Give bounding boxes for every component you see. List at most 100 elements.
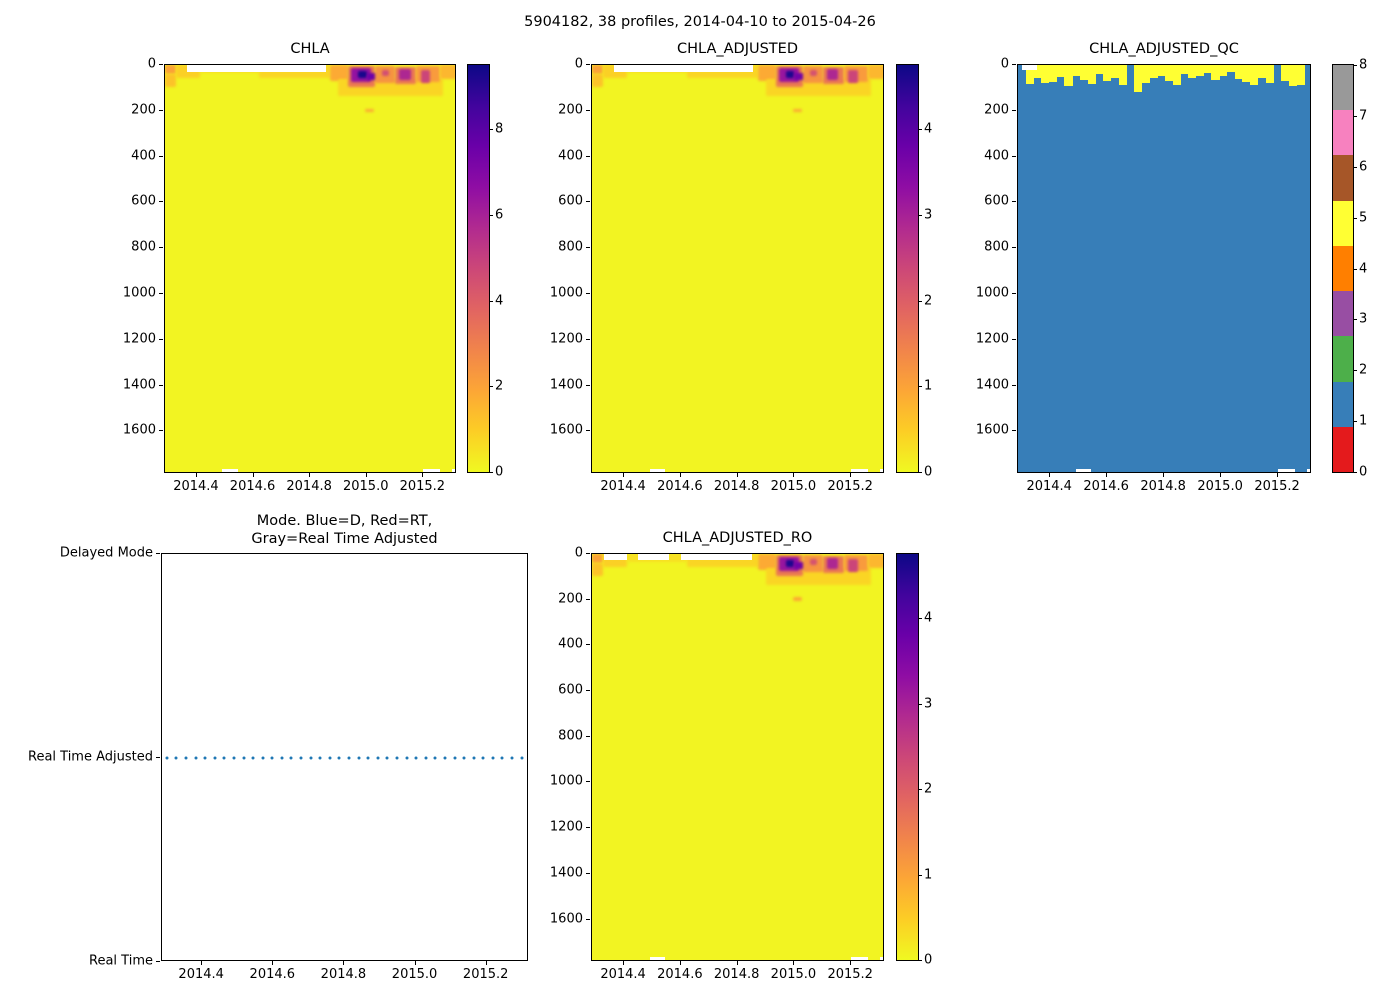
chla-heatmap-canvas bbox=[164, 64, 456, 473]
x-tick-mark bbox=[365, 473, 367, 477]
chla-title: CHLA bbox=[290, 41, 330, 57]
mode-data-point bbox=[328, 756, 332, 760]
colorbar-tick-mark bbox=[489, 386, 493, 388]
y-tick-mark bbox=[1012, 64, 1016, 65]
y-tick-label: 200 bbox=[558, 102, 583, 118]
colorbar-tick-mark bbox=[918, 618, 922, 620]
heatmap-feature bbox=[848, 69, 859, 83]
qc-surface-flag-bar bbox=[1288, 65, 1298, 87]
qc-surface-flag-bar bbox=[1203, 65, 1212, 73]
heatmap-feature bbox=[382, 69, 390, 77]
figure-title: 5904182, 38 profiles, 2014-04-10 to 2015… bbox=[524, 14, 876, 30]
qc-surface-flag-bar bbox=[1296, 65, 1305, 86]
qc-surface-flag-bar bbox=[1165, 65, 1174, 82]
colorbar-tick-mark bbox=[1353, 472, 1357, 473]
missing-data-gap bbox=[222, 468, 238, 472]
x-tick-mark bbox=[1106, 473, 1108, 477]
qc-surface-flag-bar bbox=[1219, 65, 1228, 77]
y-tick-label: 400 bbox=[558, 636, 583, 652]
y-tick-mark bbox=[156, 553, 160, 554]
colorbar-tick-mark bbox=[1353, 370, 1357, 372]
chla-adjusted-qc-title: CHLA_ADJUSTED_QC bbox=[1089, 41, 1239, 57]
subplot-chla-adjusted-ro: CHLA_ADJUSTED_RO 0 1 2 3 4 2014.4 2014.6 2014.… bbox=[550, 530, 932, 982]
y-tick-mark bbox=[1012, 384, 1016, 386]
qc-colorbar-segment bbox=[1333, 155, 1353, 201]
y-tick-label: 1200 bbox=[549, 331, 583, 347]
heatmap-feature bbox=[794, 73, 808, 80]
heatmap-feature bbox=[592, 74, 603, 87]
chla-adjusted-qc-colorbar: 0 1 2 3 4 5 6 7 8 bbox=[1332, 58, 1367, 480]
y-tick-label: 1600 bbox=[549, 911, 583, 926]
x-tick-mark bbox=[343, 961, 345, 965]
x-tick-mark bbox=[309, 473, 311, 477]
qc-colorbar-segment bbox=[1333, 200, 1353, 246]
x-tick-label: 2015.2 bbox=[1254, 479, 1300, 494]
colorbar-tick-label: 2 bbox=[924, 781, 933, 797]
x-tick-mark bbox=[623, 961, 625, 965]
x-tick-mark bbox=[1049, 473, 1051, 477]
mode-data-point bbox=[453, 756, 457, 760]
colorbar-tick-label: 1 bbox=[1359, 413, 1368, 429]
y-tick-mark bbox=[1012, 155, 1016, 157]
y-tick-label: 1200 bbox=[549, 819, 583, 835]
chla-adjusted-ro-heatmap-canvas bbox=[591, 553, 884, 961]
colorbar-tick-label: 3 bbox=[924, 696, 933, 712]
missing-data-gap bbox=[604, 554, 627, 560]
y-tick-mark bbox=[159, 64, 163, 65]
x-tick-label: 2014.4 bbox=[600, 967, 646, 982]
y-tick-mark bbox=[586, 109, 590, 111]
missing-data-gap bbox=[638, 554, 670, 560]
qc-surface-flag-bar bbox=[1033, 65, 1042, 79]
colorbar-tick-label: 6 bbox=[1359, 159, 1368, 175]
x-tick-mark bbox=[195, 473, 197, 477]
mode-data-point bbox=[309, 756, 313, 760]
colorbar-tick-label: 5 bbox=[1359, 210, 1368, 226]
mode-data-point bbox=[462, 756, 466, 760]
x-tick-label: 2014.8 bbox=[713, 479, 760, 494]
heatmap-feature bbox=[827, 69, 839, 80]
y-tick-label: 1400 bbox=[122, 377, 156, 393]
mode-plot-canvas bbox=[161, 553, 528, 961]
x-tick-label: 2015.2 bbox=[827, 479, 873, 494]
mode-data-point bbox=[491, 756, 495, 760]
y-tick-label: 1200 bbox=[975, 331, 1009, 347]
colorbar-tick-label: 2 bbox=[495, 378, 504, 394]
qc-colorbar-segment bbox=[1333, 381, 1353, 427]
y-tick-label: 1400 bbox=[549, 377, 583, 393]
chla-adjusted-ro-colorbar: 0 1 2 3 4 bbox=[896, 553, 932, 968]
x-tick-mark bbox=[414, 961, 416, 965]
x-tick-mark bbox=[201, 961, 203, 965]
x-tick-label: 2015.0 bbox=[391, 967, 438, 982]
heatmap-feature bbox=[440, 65, 455, 79]
colorbar-tick-mark bbox=[1353, 115, 1357, 117]
heatmap-feature bbox=[366, 73, 380, 80]
x-tick-mark bbox=[422, 473, 424, 477]
mode-data-point bbox=[213, 756, 217, 760]
missing-data-gap bbox=[1306, 468, 1310, 472]
y-tick-mark bbox=[156, 757, 160, 758]
mode-title-line1: Mode. Blue=D, Red=RT, bbox=[256, 512, 433, 529]
y-tick-label: 1400 bbox=[549, 865, 583, 881]
colorbar-tick-label: 7 bbox=[1359, 108, 1368, 124]
mode-data-point bbox=[222, 756, 226, 760]
qc-surface-flag-bar bbox=[1180, 65, 1189, 75]
y-tick-mark bbox=[1012, 201, 1016, 203]
missing-data-gap bbox=[649, 956, 666, 960]
colorbar-tick-mark bbox=[918, 300, 922, 302]
y-tick-mark bbox=[586, 735, 590, 737]
y-tick-mark bbox=[586, 598, 590, 600]
mode-data-point bbox=[194, 756, 198, 760]
heatmap-feature bbox=[420, 69, 431, 83]
heatmap-feature bbox=[810, 558, 818, 566]
y-category-label: Real Time bbox=[89, 953, 153, 969]
colorbar-tick-label: 0 bbox=[1359, 464, 1368, 480]
y-tick-label: 600 bbox=[558, 193, 583, 209]
y-tick-label: 1600 bbox=[975, 422, 1009, 438]
missing-data-gap bbox=[614, 65, 754, 72]
mode-data-point bbox=[424, 756, 428, 760]
qc-surface-flag-bar bbox=[1095, 65, 1104, 75]
qc-surface-flag-bar bbox=[1079, 65, 1089, 80]
colorbar-tick-label: 4 bbox=[1359, 261, 1368, 276]
mode-data-point bbox=[366, 756, 370, 760]
x-tick-label: 2015.2 bbox=[399, 479, 446, 494]
